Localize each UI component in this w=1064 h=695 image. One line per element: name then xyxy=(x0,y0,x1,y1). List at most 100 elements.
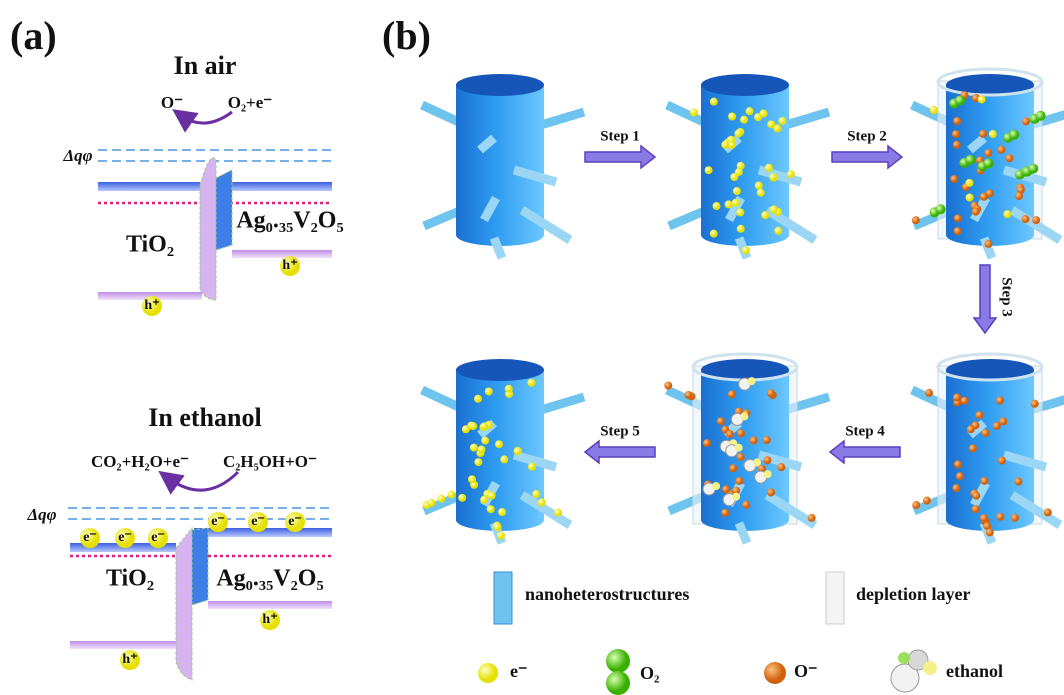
oxygen-ion xyxy=(742,501,750,509)
legend-label: depletion layer xyxy=(856,584,971,604)
electron xyxy=(690,108,698,116)
reaction-arrow xyxy=(168,472,238,490)
oxygen-ion xyxy=(980,193,988,201)
hole-label: h⁺ xyxy=(122,652,137,667)
electron xyxy=(740,116,748,124)
barrier-label: Δqφ xyxy=(26,505,56,524)
electron xyxy=(746,107,754,115)
electron xyxy=(497,531,505,539)
oxygen-ion xyxy=(912,501,920,509)
hole-label: h⁺ xyxy=(262,612,277,627)
electron xyxy=(732,199,740,207)
oxygen-ion xyxy=(961,397,969,405)
electron xyxy=(721,141,729,149)
oxygen-ion xyxy=(1031,400,1039,408)
nanorod xyxy=(912,69,1064,258)
step-label: Step 1 xyxy=(600,128,640,144)
electron xyxy=(427,499,435,507)
o2-molecule xyxy=(1036,111,1046,121)
electron xyxy=(965,179,973,187)
band-diagram-air: In air O⁻ O₂+e⁻ Δqφ TiO₂ Ag₀.₃₅V₂O₅ h⁺ h… xyxy=(62,51,343,316)
nanorod xyxy=(422,359,584,543)
electron-label: e⁻ xyxy=(288,514,302,529)
electron xyxy=(481,437,489,445)
reaction-arrow xyxy=(182,112,232,123)
oxygen-ion xyxy=(664,382,672,390)
step-label: Step 5 xyxy=(600,423,640,439)
electron xyxy=(494,523,502,531)
oxygen-ion xyxy=(950,175,958,183)
oxygen-ion xyxy=(956,472,964,480)
electron xyxy=(469,422,477,430)
oxygen-ion xyxy=(972,505,980,513)
oxygen-ion xyxy=(984,149,992,157)
oxygen-ion xyxy=(767,389,775,397)
step-label: Step 3 xyxy=(999,277,1015,317)
electron xyxy=(528,463,536,471)
oxygen-ion xyxy=(728,390,736,398)
electron xyxy=(705,166,713,174)
electron-label: e⁻ xyxy=(83,530,97,545)
oxygen-ion xyxy=(763,436,771,444)
legend: nanoheterostructuresdepletion layere⁻O₂O… xyxy=(478,572,1003,695)
oxygen-ion xyxy=(1014,478,1022,486)
figure: (a) In air O⁻ O₂+e⁻ Δqφ TiO₂ Ag₀.₃₅V₂O₅ … xyxy=(0,0,1064,695)
oxygen-ion xyxy=(984,240,992,248)
electron xyxy=(485,387,493,395)
step-arrow xyxy=(585,441,655,463)
oxygen-ion xyxy=(703,439,711,447)
electron xyxy=(495,440,503,448)
electron xyxy=(1003,210,1011,218)
cylinder-top xyxy=(701,74,789,96)
electron xyxy=(505,385,513,393)
condition-title: In air xyxy=(174,51,237,80)
electron xyxy=(538,498,546,506)
electron xyxy=(480,422,488,430)
reaction: CO₂+H₂O+e⁻ xyxy=(91,452,189,471)
electron xyxy=(778,117,786,125)
valence-band xyxy=(232,250,332,258)
material-label: Ag₀.₃₅V₂O₅ xyxy=(236,208,343,234)
ethanol-molecule xyxy=(740,412,748,420)
ethanol-molecule xyxy=(712,482,720,490)
o2-molecule xyxy=(955,95,965,105)
legend-label: ethanol xyxy=(946,661,1003,681)
reaction: O⁻ xyxy=(161,93,183,112)
electron xyxy=(759,109,767,117)
step-label: Step 2 xyxy=(847,128,887,144)
electron xyxy=(500,455,508,463)
cylinder-top xyxy=(456,74,544,96)
legend-swatch xyxy=(764,662,786,684)
interface-bending xyxy=(200,158,216,300)
electron xyxy=(728,113,736,121)
material-label: TiO₂ xyxy=(106,566,154,592)
electron xyxy=(787,170,795,178)
oxygen-ion xyxy=(1021,215,1029,223)
legend-label: nanoheterostructures xyxy=(525,584,689,604)
electron xyxy=(447,490,455,498)
reaction: O₂+e⁻ xyxy=(228,93,273,112)
ethanol-molecule xyxy=(748,377,756,385)
oxygen-ion xyxy=(735,477,743,485)
legend-swatch xyxy=(606,671,630,695)
conduction-band xyxy=(232,182,332,191)
electron xyxy=(769,173,777,181)
electron xyxy=(474,458,482,466)
oxygen-ion xyxy=(967,425,975,433)
condition-title: In ethanol xyxy=(148,403,261,432)
electron xyxy=(437,495,445,503)
cylinder-top xyxy=(456,359,544,381)
oxygen-ion xyxy=(1011,514,1019,522)
electron xyxy=(487,505,495,513)
oxygen-ion xyxy=(737,453,745,461)
oxygen-ion xyxy=(1044,508,1052,516)
oxygen-ion xyxy=(1032,216,1040,224)
interface-bending xyxy=(176,528,192,680)
electron xyxy=(930,106,938,114)
oxygen-ion xyxy=(923,497,931,505)
oxygen-ion xyxy=(952,130,960,138)
legend-swatch xyxy=(898,652,910,664)
electron xyxy=(710,98,718,106)
electron xyxy=(498,508,506,516)
panel-label: (a) xyxy=(10,13,57,58)
